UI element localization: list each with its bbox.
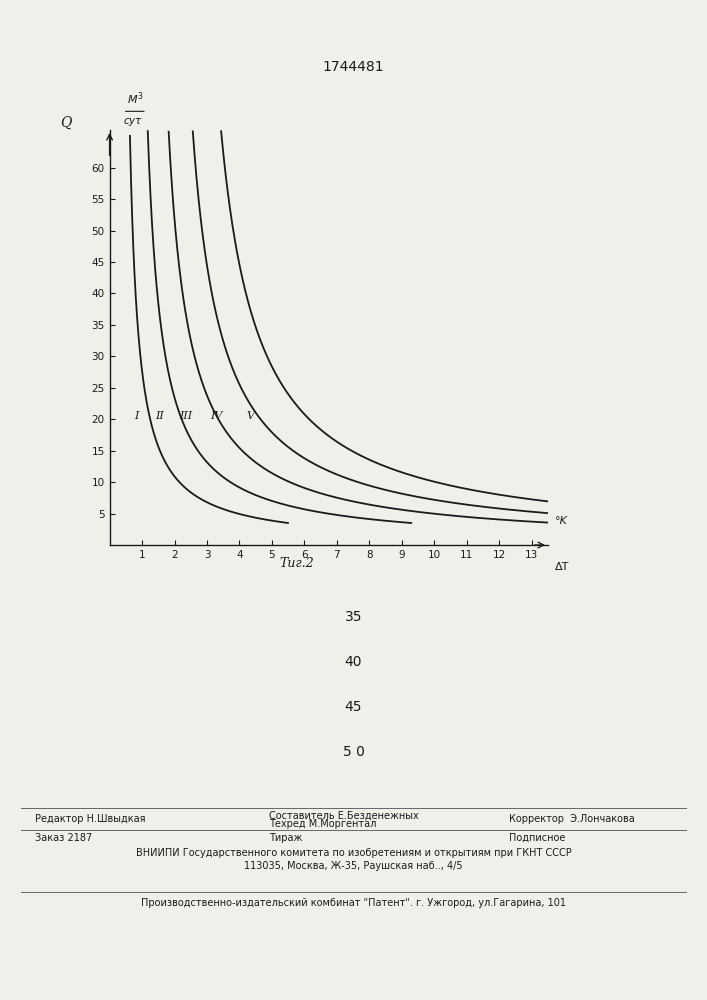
Text: 45: 45: [345, 700, 362, 714]
Text: 5 0: 5 0: [343, 745, 364, 759]
Text: °K: °K: [554, 516, 568, 526]
Text: 40: 40: [345, 655, 362, 669]
Text: II: II: [156, 411, 164, 421]
Text: Корректор  Э.Лончакова: Корректор Э.Лончакова: [509, 814, 635, 824]
Text: ВНИИПИ Государственного комитета по изобретениям и открытиям при ГКНТ СССР: ВНИИПИ Государственного комитета по изоб…: [136, 848, 571, 858]
Text: 35: 35: [345, 610, 362, 624]
Text: Производственно-издательский комбинат "Патент". г. Ужгород, ул.Гагарина, 101: Производственно-издательский комбинат "П…: [141, 898, 566, 908]
Text: ΔT: ΔT: [554, 562, 569, 572]
Text: III: III: [180, 411, 192, 421]
Text: V: V: [247, 411, 255, 421]
Text: Q: Q: [60, 116, 71, 130]
Text: Техред М.Моргентал: Техред М.Моргентал: [269, 819, 376, 829]
Text: I: I: [134, 411, 139, 421]
Text: Редактор Н.Швыдкая: Редактор Н.Швыдкая: [35, 814, 146, 824]
Text: Тираж: Тираж: [269, 833, 302, 843]
Text: 1744481: 1744481: [322, 60, 385, 74]
Text: Составитель Е.Безденежных: Составитель Е.Безденежных: [269, 811, 419, 821]
Text: Τиг.2: Τиг.2: [279, 557, 315, 570]
Text: $M^3$: $M^3$: [127, 91, 144, 107]
Text: $\mathit{cy\tau}$: $\mathit{cy\tau}$: [123, 116, 143, 128]
Text: Заказ 2187: Заказ 2187: [35, 833, 93, 843]
Text: Подписное: Подписное: [509, 833, 566, 843]
Text: IV: IV: [211, 411, 223, 421]
Text: 113035, Москва, Ж-35, Раушская наб.., 4/5: 113035, Москва, Ж-35, Раушская наб.., 4/…: [244, 861, 463, 871]
